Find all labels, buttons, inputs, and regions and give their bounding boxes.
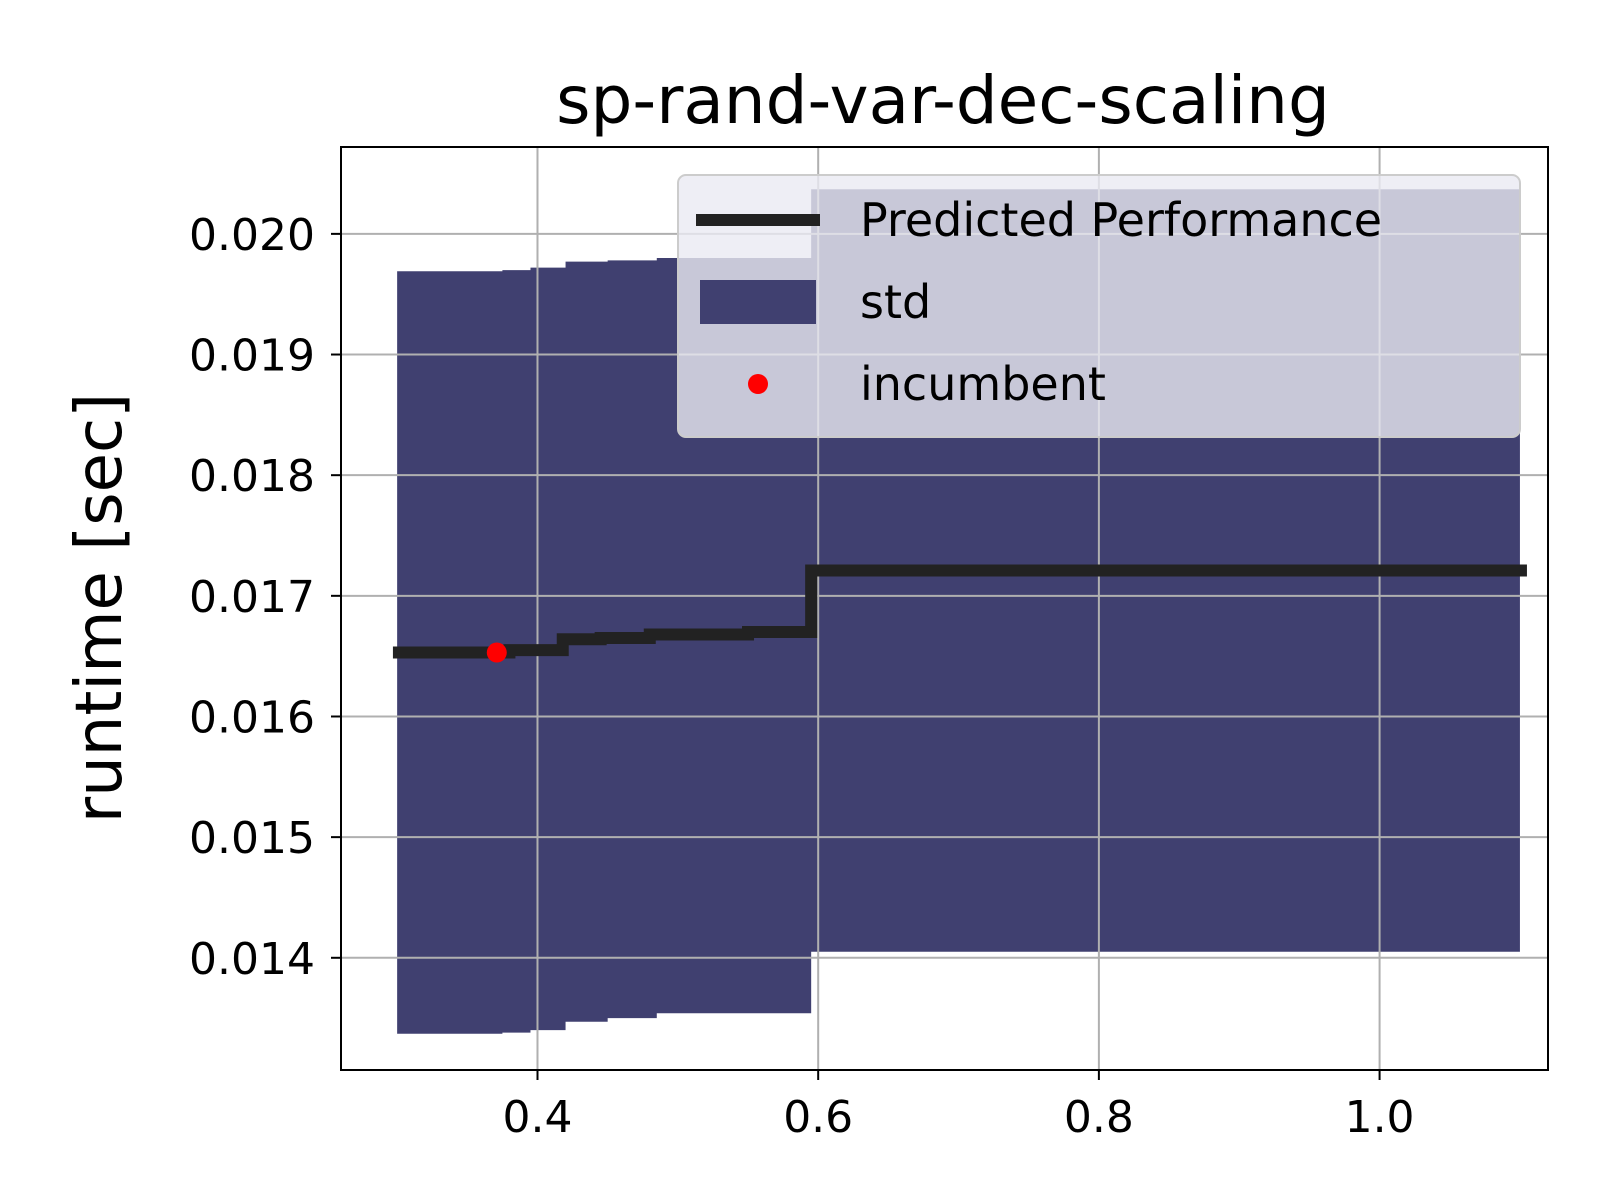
x-tick-label: 0.8	[1064, 1092, 1134, 1143]
y-tick-label: 0.019	[189, 331, 315, 382]
y-tick-label: 0.018	[189, 451, 315, 502]
legend-label-predicted-performance: Predicted Performance	[860, 193, 1382, 247]
legend-swatch-std	[700, 280, 816, 324]
incumbent-point	[486, 642, 507, 663]
y-tick-label: 0.015	[189, 813, 315, 864]
y-tick-label: 0.014	[189, 934, 315, 985]
legend: Predicted Performance std incumbent	[677, 174, 1521, 438]
point-group	[486, 642, 507, 663]
x-tick-label: 0.6	[783, 1092, 853, 1143]
legend-swatch-incumbent	[748, 374, 768, 394]
y-tick-label: 0.017	[189, 572, 315, 623]
predicted-performance-line	[392, 564, 1527, 659]
plot-frame	[340, 146, 1549, 1071]
x-axis-ticks: 0.4 0.6 0.8 1.0	[502, 1070, 1415, 1143]
chart-title: sp-rand-var-dec-scaling	[556, 62, 1330, 139]
x-tick-label: 1.0	[1345, 1092, 1415, 1143]
y-tick-label: 0.020	[189, 210, 315, 261]
y-axis-ticks: 0.014 0.015 0.016 0.017 0.018 0.019 0.020	[189, 210, 341, 985]
legend-label-incumbent: incumbent	[860, 357, 1106, 411]
x-tick-label: 0.4	[502, 1092, 572, 1143]
legend-box	[677, 174, 1521, 438]
grid-lines	[341, 147, 1548, 1070]
line-group	[392, 564, 1527, 659]
y-axis-label: runtime [sec]	[63, 393, 137, 823]
legend-label-std: std	[860, 275, 931, 329]
y-tick-label: 0.016	[189, 692, 315, 743]
